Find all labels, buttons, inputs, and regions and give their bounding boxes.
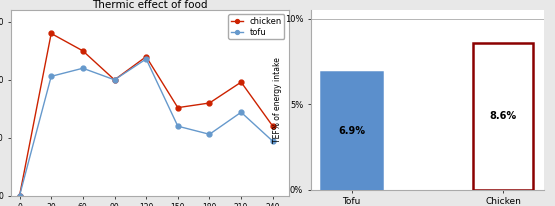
chicken [206,102,213,104]
Title: Thermic effect of food: Thermic effect of food [92,0,208,9]
chicken [269,125,276,127]
tofu [269,140,276,143]
Bar [473,43,533,190]
Line: chicken: chicken [17,31,275,198]
chicken [143,55,149,58]
chicken [48,32,54,35]
Line: tofu: tofu [17,56,275,198]
Text: 8.6%: 8.6% [490,111,517,121]
tofu [48,75,54,78]
tofu [174,125,181,127]
Y-axis label: TEF% of energy intake: TEF% of energy intake [273,57,282,143]
Text: 6.9%: 6.9% [338,126,365,136]
tofu [206,133,213,136]
tofu [111,78,118,81]
chicken [238,81,244,83]
Legend: chicken, tofu: chicken, tofu [228,14,284,39]
tofu [16,194,23,197]
Bar [321,72,382,190]
chicken [79,50,86,52]
chicken [16,194,23,197]
chicken [111,78,118,81]
tofu [143,58,149,60]
tofu [79,67,86,69]
chicken [174,106,181,109]
tofu [238,111,244,114]
